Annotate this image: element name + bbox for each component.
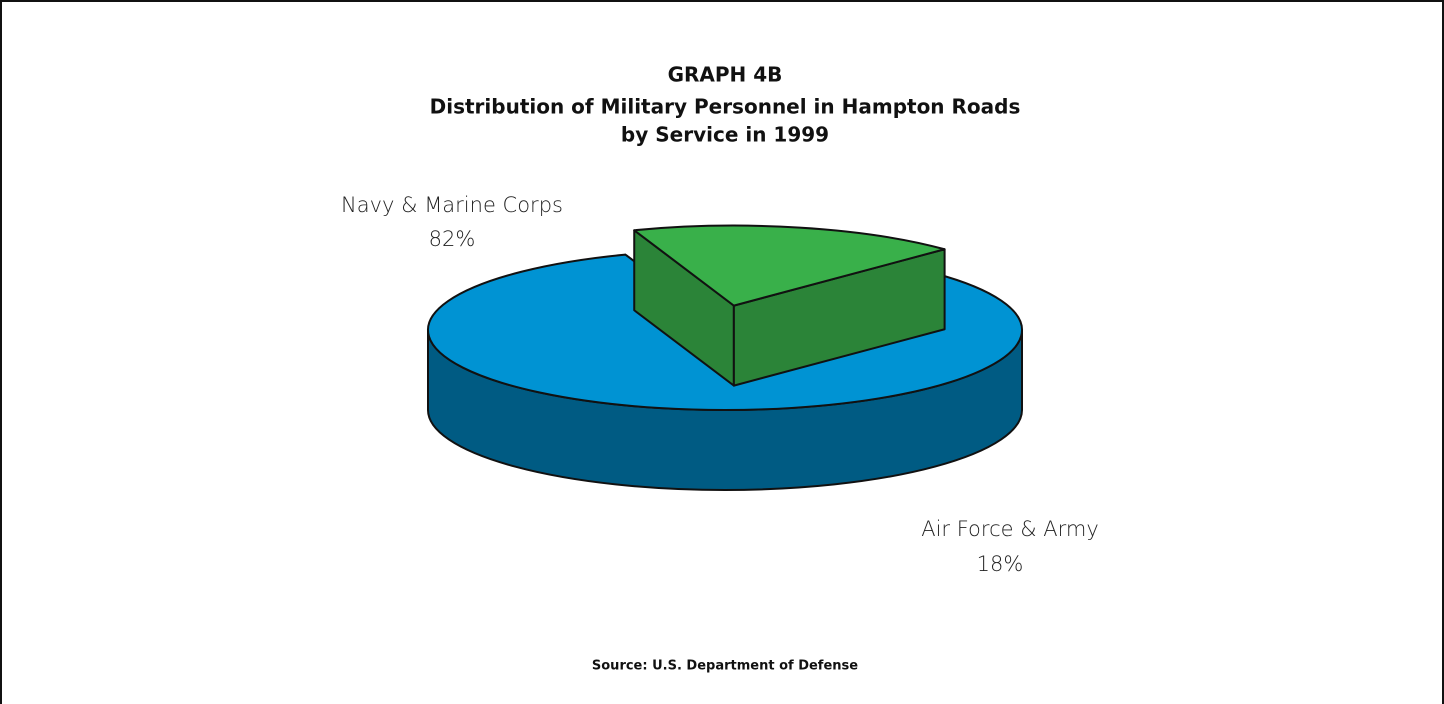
slice-label: Air Force & Army xyxy=(921,517,1099,541)
value-label: 18% xyxy=(977,552,1024,576)
slice xyxy=(633,224,946,307)
pie xyxy=(427,224,1023,491)
slice-label: Navy & Marine Corps xyxy=(341,193,563,217)
chart-subtitle: by Service in 1999 xyxy=(621,123,829,147)
chart-subtitle: Distribution of Military Personnel in Ha… xyxy=(430,95,1021,119)
source: Source: U.S. Department of Defense xyxy=(592,659,858,674)
value-label: 82% xyxy=(429,227,476,251)
chart-title: GRAPH 4B xyxy=(668,63,783,87)
